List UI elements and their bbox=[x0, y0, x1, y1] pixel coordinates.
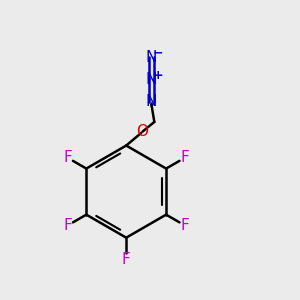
Text: O: O bbox=[136, 124, 148, 139]
Text: N: N bbox=[146, 50, 157, 64]
Text: N: N bbox=[146, 94, 157, 109]
Text: F: F bbox=[122, 252, 130, 267]
Text: F: F bbox=[63, 218, 72, 233]
Text: F: F bbox=[180, 218, 189, 233]
Text: F: F bbox=[180, 150, 189, 165]
Text: −: − bbox=[153, 47, 163, 60]
Text: +: + bbox=[153, 69, 163, 82]
Text: F: F bbox=[63, 150, 72, 165]
Text: N: N bbox=[146, 72, 157, 87]
